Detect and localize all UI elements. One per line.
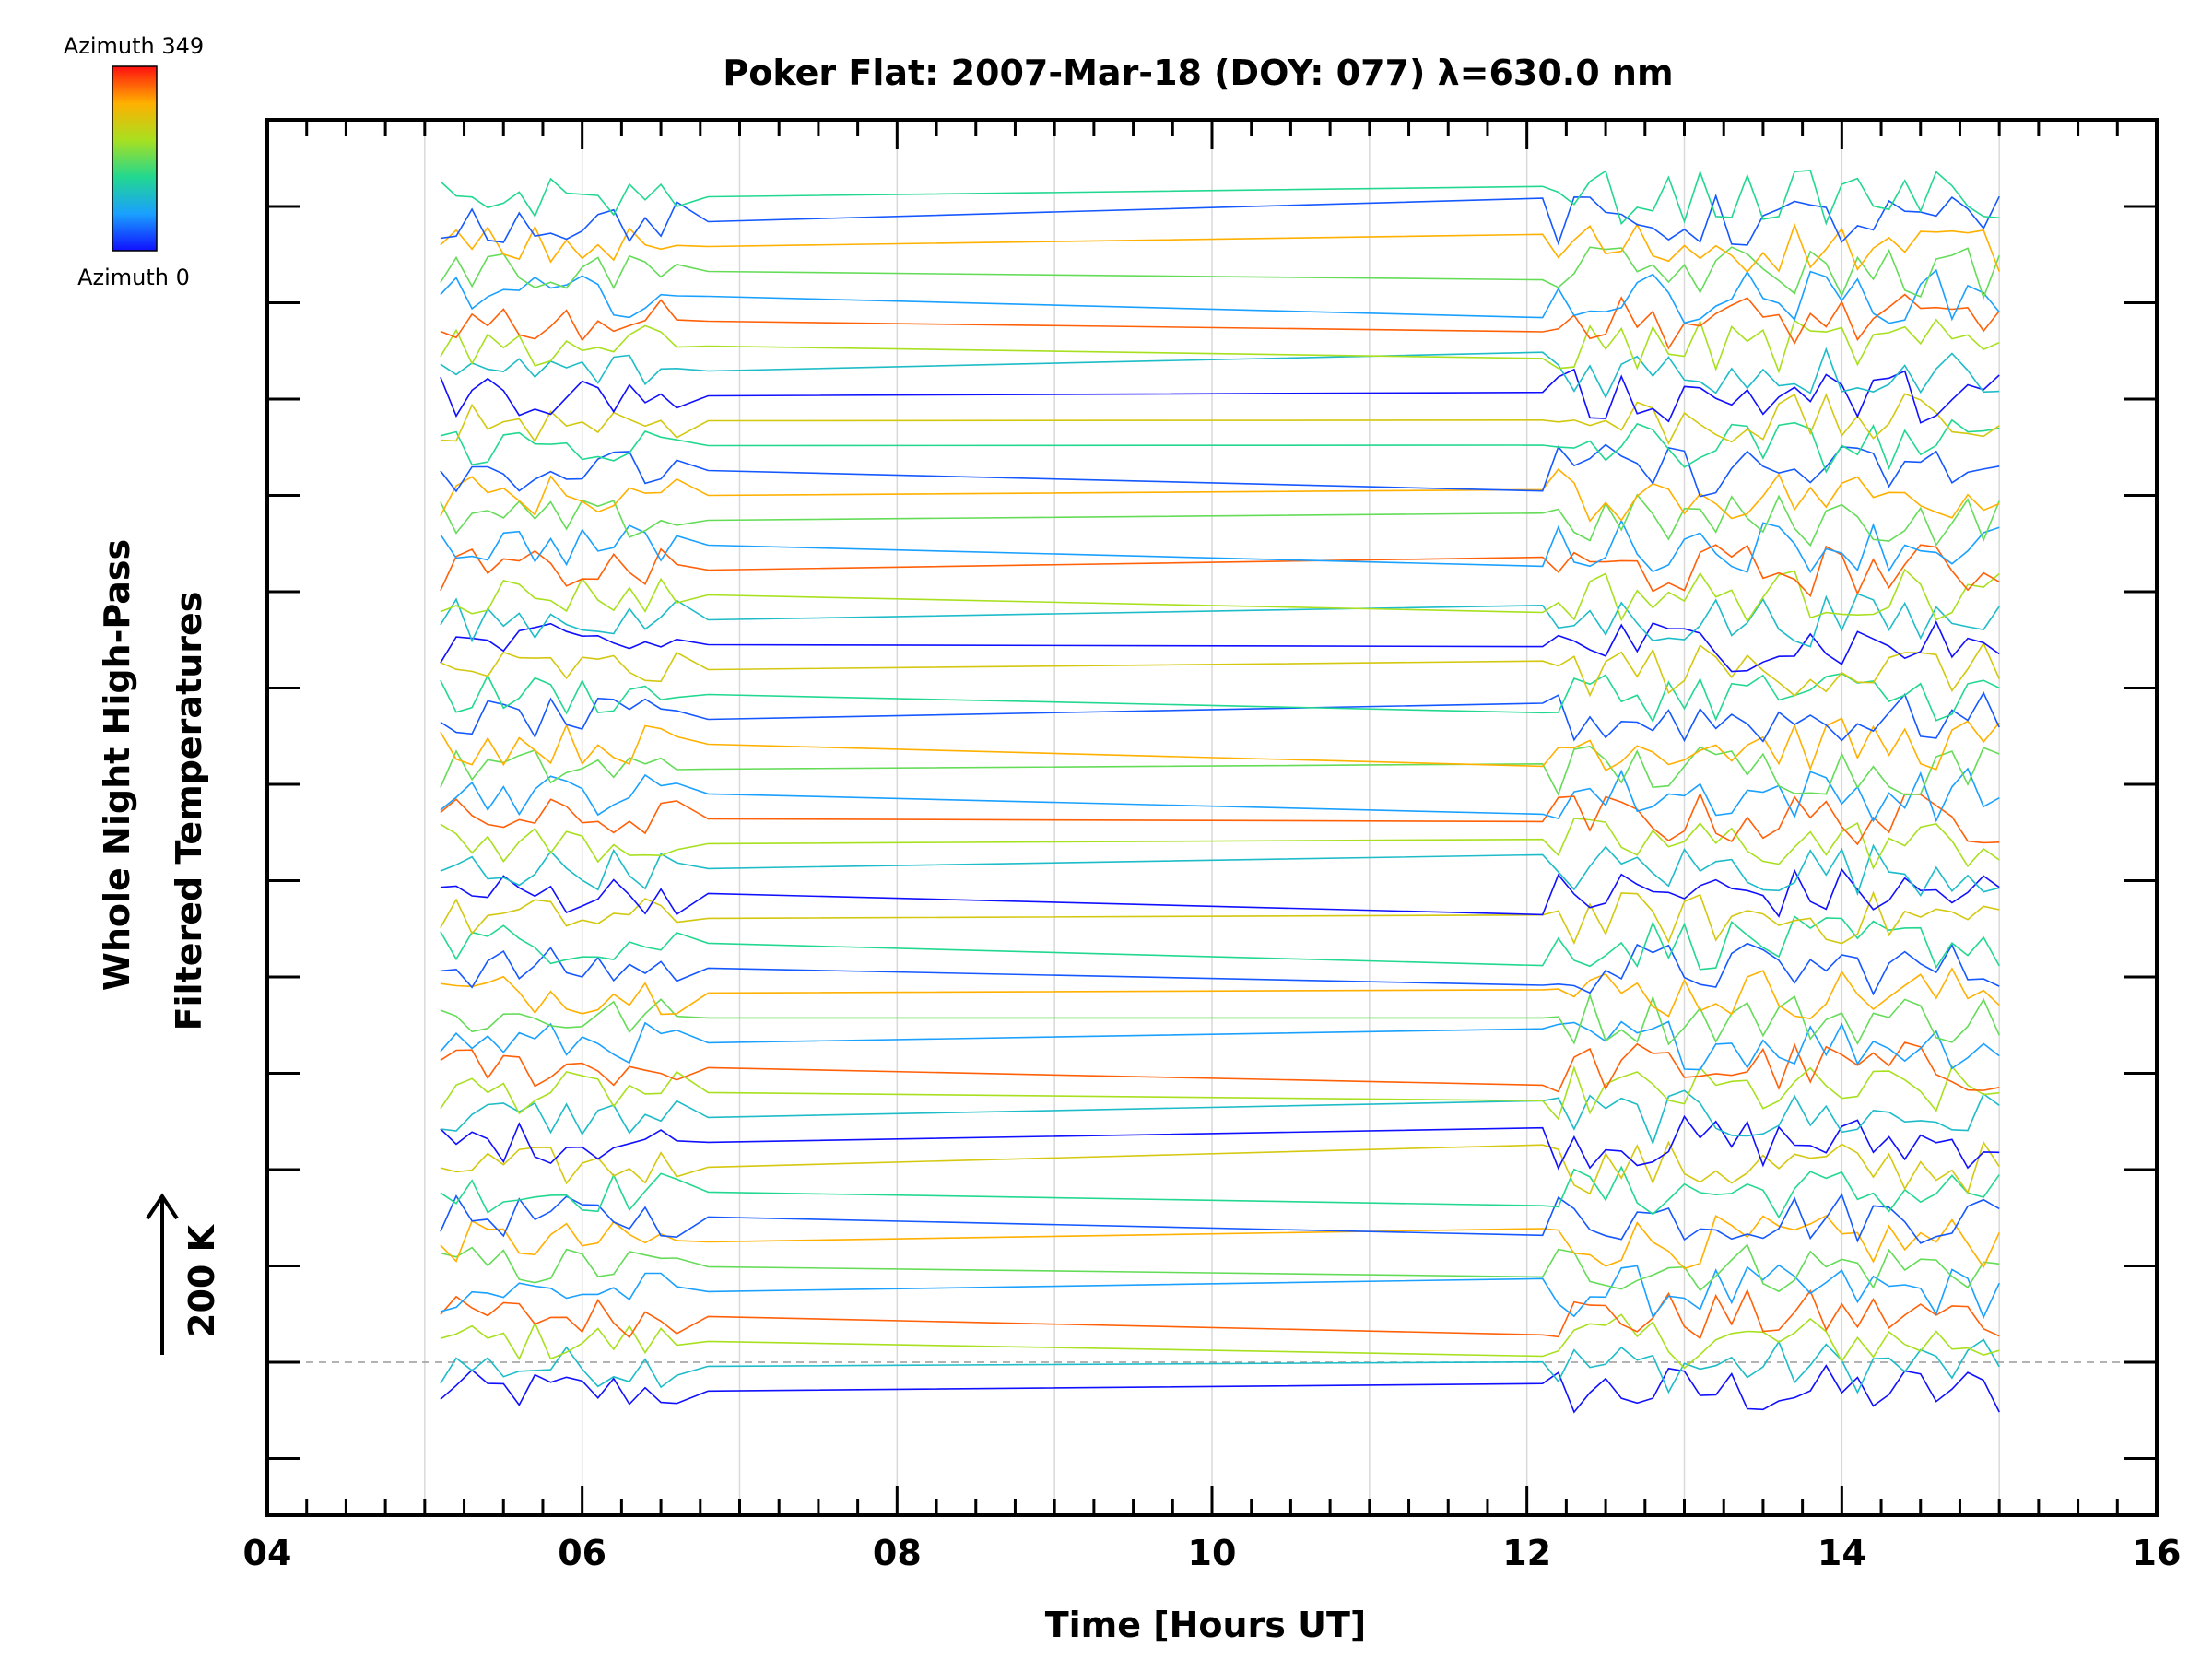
trace-18	[440, 915, 2000, 971]
trace-8	[440, 1165, 2000, 1219]
trace-15	[440, 993, 2000, 1046]
trace-12	[440, 1065, 2000, 1121]
trace-32	[440, 568, 2000, 623]
trace-11	[440, 1089, 2000, 1146]
trace-26	[440, 717, 2000, 771]
trace-23	[440, 792, 2000, 846]
trace-5	[440, 1243, 2000, 1293]
trace-44	[440, 268, 2000, 324]
trace-37	[440, 443, 2000, 498]
y-axis-label-line2: Filtered Temperatures	[169, 592, 209, 1031]
trace-3	[440, 1288, 2000, 1340]
colorbar-min-label: Azimuth 0	[77, 265, 190, 290]
x-tick-label-16: 16	[2133, 1533, 2182, 1573]
trace-40	[440, 368, 2000, 424]
trace-10	[440, 1114, 2000, 1171]
trace-34	[440, 518, 2000, 574]
trace-13	[440, 1041, 2000, 1093]
trace-14	[440, 1020, 2000, 1071]
trace-27	[440, 691, 2000, 743]
trace-38	[440, 418, 2000, 474]
x-tick-label-10: 10	[1188, 1533, 1237, 1573]
trace-29	[440, 641, 2000, 698]
trace-48	[440, 170, 2000, 226]
trace-9	[440, 1140, 2000, 1195]
trace-45	[440, 246, 2000, 300]
trace-42	[440, 318, 2000, 374]
trace-46	[440, 222, 2000, 274]
data-traces	[440, 170, 2000, 1414]
trace-35	[440, 493, 2000, 547]
trace-24	[440, 767, 2000, 823]
trace-7	[440, 1193, 2000, 1244]
x-tick-label-04: 04	[243, 1533, 292, 1573]
colorbar-legend: Azimuth 349 Azimuth 0	[64, 33, 204, 290]
trace-28	[440, 672, 2000, 724]
trace-36	[440, 467, 2000, 523]
trace-31	[440, 593, 2000, 648]
trace-16	[440, 967, 2000, 1020]
trace-1	[440, 1338, 2000, 1394]
trace-4	[440, 1264, 2000, 1320]
x-tick-label-08: 08	[873, 1533, 922, 1573]
x-tick-label-12: 12	[1502, 1533, 1551, 1573]
trace-25	[440, 746, 2000, 796]
y-axis-label-line1: Whole Night High-Pass	[97, 539, 137, 991]
scale-label: 200 K	[182, 1223, 222, 1337]
chart-title: Poker Flat: 2007-Mar-18 (DOY: 077) λ=630…	[723, 53, 1673, 93]
trace-20	[440, 867, 2000, 918]
trace-21	[440, 843, 2000, 897]
scale-bar: 200 K	[146, 1193, 222, 1355]
trace-2	[440, 1313, 2000, 1370]
trace-33	[440, 544, 2000, 598]
trace-47	[440, 193, 2000, 246]
colorbar-gradient	[112, 65, 158, 252]
trace-39	[440, 393, 2000, 445]
x-tick-label-06: 06	[558, 1533, 606, 1573]
x-tick-label-14: 14	[1818, 1533, 1866, 1573]
trace-17	[440, 942, 2000, 996]
trace-41	[440, 347, 2000, 399]
trace-0	[440, 1364, 2000, 1414]
trace-6	[440, 1214, 2000, 1270]
trace-43	[440, 293, 2000, 350]
axes: 04 06 08 10 12 14 16	[243, 118, 2182, 1573]
scale-arrow-head	[146, 1193, 179, 1220]
x-axis-label: Time [Hours UT]	[1045, 1605, 1367, 1645]
trace-30	[440, 620, 2000, 673]
trace-22	[440, 818, 2000, 870]
gridlines	[267, 120, 2157, 1515]
colorbar-max-label: Azimuth 349	[64, 33, 204, 59]
